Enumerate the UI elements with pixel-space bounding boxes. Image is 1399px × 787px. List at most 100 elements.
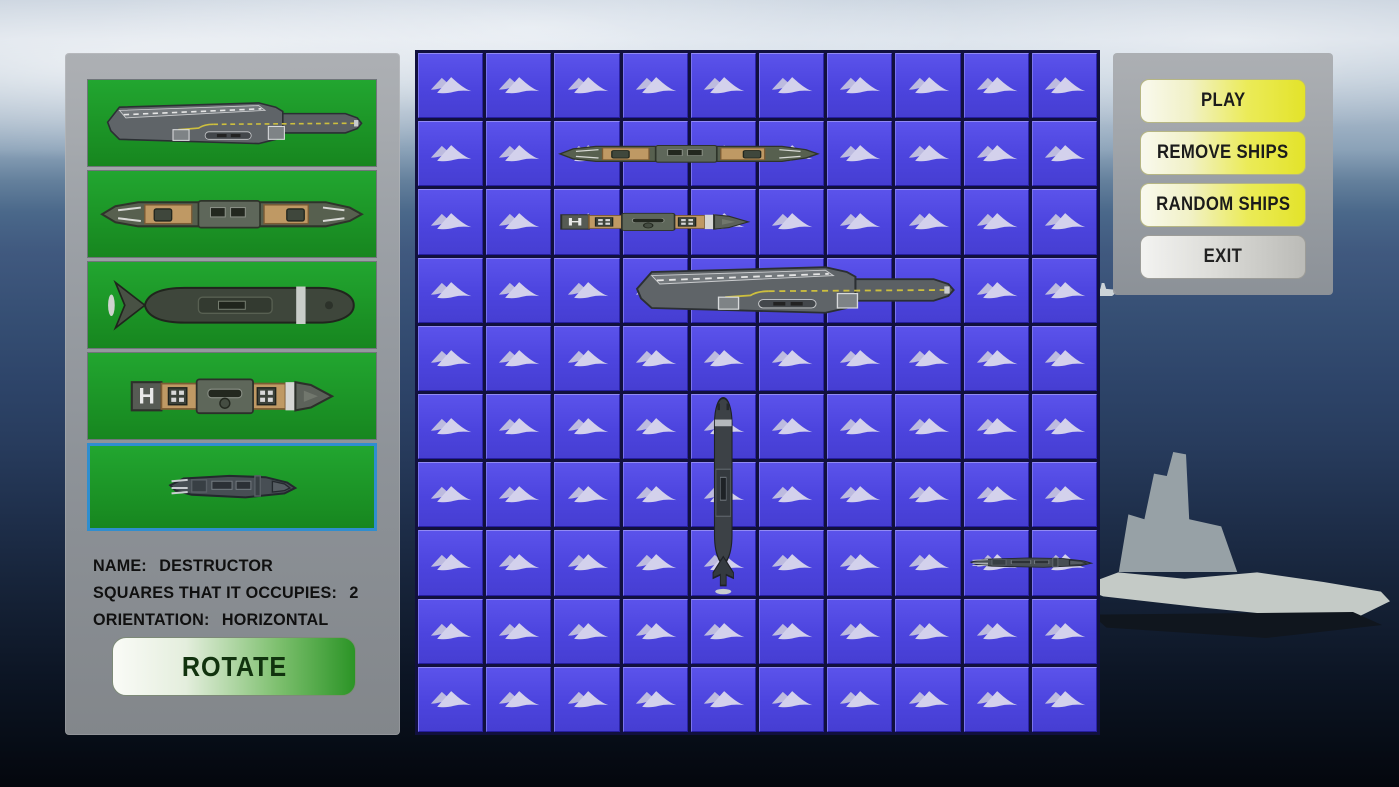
ship-slot-battleship[interactable] [87,170,377,258]
board-cell[interactable] [895,53,961,119]
board-cell[interactable] [1031,598,1097,664]
board-cell[interactable] [554,666,620,732]
board-cell[interactable] [690,666,756,732]
board-cell[interactable] [622,598,688,664]
board-cell[interactable] [486,189,552,255]
board-cell[interactable] [963,325,1029,391]
board-cell[interactable] [554,530,620,596]
board-cell[interactable] [418,257,484,323]
board-cell[interactable] [758,325,825,391]
board-cell[interactable] [1031,189,1097,255]
board-cell[interactable] [486,325,552,391]
board-cell[interactable] [690,53,756,119]
board-cell[interactable] [895,325,961,391]
ship-slot-hospital-ship[interactable] [87,352,377,440]
board-cell[interactable] [418,325,484,391]
board-cell[interactable] [758,189,825,255]
board-cell[interactable] [827,53,893,119]
board-cell[interactable] [486,393,552,460]
random-ships-button[interactable]: RANDOM SHIPS [1140,183,1306,227]
board-cell[interactable] [418,666,484,732]
board-cell[interactable] [758,598,825,664]
board-cell[interactable] [895,666,961,732]
board-cell[interactable] [895,462,961,528]
board-cell[interactable] [622,666,688,732]
board-cell[interactable] [963,598,1029,664]
board-cell[interactable] [554,325,620,391]
board-cell[interactable] [963,121,1029,187]
board-cell[interactable] [1031,53,1097,119]
board-cell[interactable] [827,121,893,187]
board-cell[interactable] [758,462,825,528]
remove-ships-button[interactable]: REMOVE SHIPS [1140,131,1306,175]
board-cell[interactable] [963,666,1029,732]
double-wave-icon [976,281,1018,298]
board-cell[interactable] [895,393,961,460]
board-cell[interactable] [963,462,1029,528]
board-cell[interactable] [827,325,893,391]
board-cell[interactable] [963,53,1029,119]
board-cell[interactable] [418,393,484,460]
placed-ship-destroyer[interactable] [966,548,1095,577]
board-cell[interactable] [827,530,893,596]
board-cell[interactable] [554,53,620,119]
placed-ship-hospital-ship[interactable] [556,204,754,240]
exit-button[interactable]: EXIT [1140,235,1306,279]
board-cell[interactable] [554,257,620,323]
board-cell[interactable] [622,462,688,528]
board-cell[interactable] [827,666,893,732]
board-cell[interactable] [758,53,825,119]
board-cell[interactable] [554,598,620,664]
board-cell[interactable] [963,393,1029,460]
board-cell[interactable] [758,666,825,732]
board-cell[interactable] [418,53,484,119]
board-cell[interactable] [418,598,484,664]
placed-ship-carrier[interactable] [625,260,959,320]
board-cell[interactable] [827,393,893,460]
ship-slot-submarine[interactable] [87,261,377,349]
board-cell[interactable] [758,393,825,460]
board-cell[interactable] [963,189,1029,255]
board-cell[interactable] [486,121,552,187]
board-cell[interactable] [554,462,620,528]
board-cell[interactable] [418,462,484,528]
rotate-button[interactable]: ROTATE [112,637,356,696]
board-cell[interactable] [1031,121,1097,187]
board-cell[interactable] [895,121,961,187]
board-cell[interactable] [758,530,825,596]
ship-slot-destroyer[interactable] [87,443,377,531]
board-cell[interactable] [1031,257,1097,323]
right-panel: PLAY REMOVE SHIPS RANDOM SHIPS EXIT [1113,53,1333,295]
board-cell[interactable] [486,598,552,664]
board-cell[interactable] [963,257,1029,323]
board-cell[interactable] [554,393,620,460]
board-cell[interactable] [895,530,961,596]
board-cell[interactable] [895,189,961,255]
board-cell[interactable] [690,325,756,391]
board-cell[interactable] [622,393,688,460]
board-cell[interactable] [1031,666,1097,732]
board-cell[interactable] [1031,462,1097,528]
board-cell[interactable] [895,598,961,664]
board-cell[interactable] [622,325,688,391]
board-cell[interactable] [418,189,484,255]
play-button[interactable]: PLAY [1140,79,1306,123]
board-cell[interactable] [827,598,893,664]
board-cell[interactable] [827,189,893,255]
board-cell[interactable] [622,53,688,119]
board-cell[interactable] [486,53,552,119]
board-cell[interactable] [1031,393,1097,460]
board-cell[interactable] [418,121,484,187]
board-cell[interactable] [486,530,552,596]
board-cell[interactable] [690,598,756,664]
board-cell[interactable] [486,666,552,732]
placed-ship-submarine[interactable] [705,394,742,596]
board-cell[interactable] [418,530,484,596]
board-cell[interactable] [486,462,552,528]
placed-ship-battleship[interactable] [556,133,822,175]
board-cell[interactable] [1031,325,1097,391]
board-cell[interactable] [486,257,552,323]
ship-slot-carrier[interactable] [87,79,377,167]
board-cell[interactable] [622,530,688,596]
board-cell[interactable] [827,462,893,528]
